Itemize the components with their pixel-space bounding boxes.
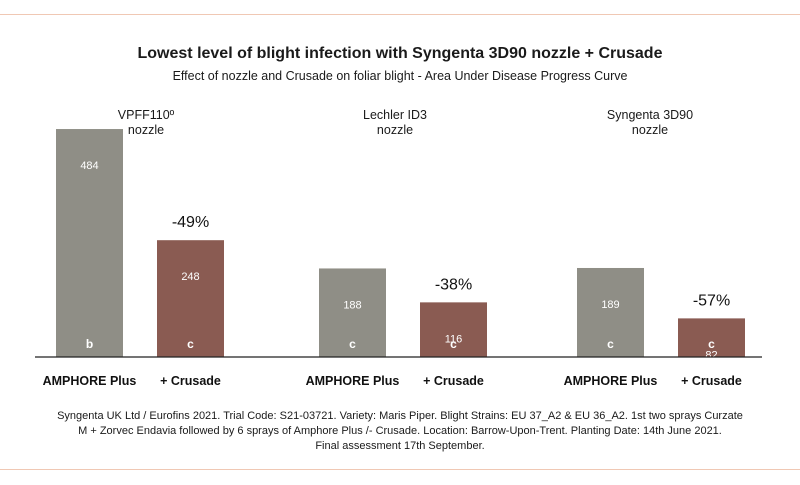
bar xyxy=(319,268,386,357)
group-label: nozzle xyxy=(632,123,668,137)
bar-value-label: 189 xyxy=(601,299,619,311)
chart-title: Lowest level of blight infection with Sy… xyxy=(137,45,663,62)
percent-change-label: -38% xyxy=(435,276,472,293)
bar xyxy=(56,129,123,357)
bar xyxy=(678,318,745,357)
footnote-line-1: Syngenta UK Ltd / Eurofins 2021. Trial C… xyxy=(57,410,743,422)
group-label: Lechler ID3 xyxy=(363,108,427,122)
significance-letter: c xyxy=(187,337,194,351)
footnote-line-3: Final assessment 17th September. xyxy=(315,440,485,452)
category-label: AMPHORE Plus xyxy=(564,374,658,388)
significance-letter: c xyxy=(450,337,457,351)
bar-value-label: 484 xyxy=(80,160,98,172)
significance-letter: c xyxy=(349,337,356,351)
significance-letter: c xyxy=(708,337,715,351)
group-label: VPFF110º xyxy=(118,108,175,122)
category-label: + Crusade xyxy=(681,374,742,388)
bottom-divider xyxy=(0,469,800,470)
group-label: nozzle xyxy=(128,123,164,137)
bar-value-label: 188 xyxy=(343,299,361,311)
bar-value-label: 82 xyxy=(705,349,717,361)
bar xyxy=(577,267,644,357)
footnote: Syngenta UK Ltd / Eurofins 2021. Trial C… xyxy=(20,409,780,454)
percent-change-label: -49% xyxy=(172,214,209,231)
percent-change-label: -57% xyxy=(693,292,730,309)
bar xyxy=(157,240,224,357)
chart-subtitle: Effect of nozzle and Crusade on foliar b… xyxy=(172,69,628,83)
footnote-line-2: M + Zorvec Endavia followed by 6 sprays … xyxy=(78,425,722,437)
bar-value-label: 116 xyxy=(445,333,463,345)
group-label: Syngenta 3D90 xyxy=(607,108,693,122)
bar xyxy=(420,302,487,357)
bar-value-label: 248 xyxy=(181,271,199,283)
group-label: nozzle xyxy=(377,123,413,137)
significance-letter: c xyxy=(607,337,614,351)
significance-letter: b xyxy=(86,337,93,351)
category-label: AMPHORE Plus xyxy=(306,374,400,388)
category-label: + Crusade xyxy=(160,374,221,388)
top-divider xyxy=(0,14,800,15)
category-label: AMPHORE Plus xyxy=(43,374,137,388)
category-label: + Crusade xyxy=(423,374,484,388)
